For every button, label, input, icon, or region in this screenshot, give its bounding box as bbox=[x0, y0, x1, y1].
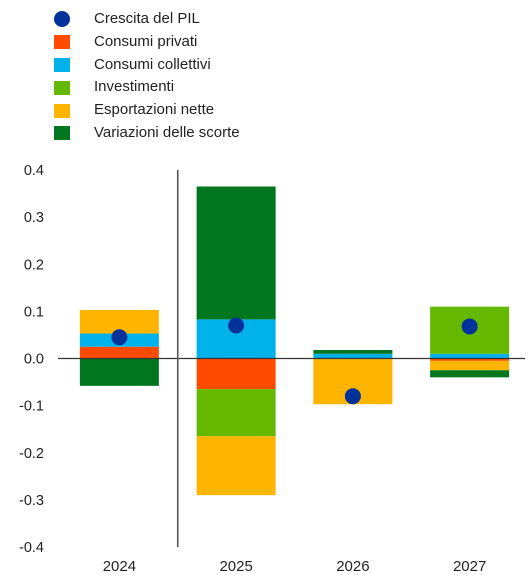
bar-esportazioni-nette-2024 bbox=[79, 309, 159, 334]
bar-consumi-collettivi-2027 bbox=[430, 353, 510, 359]
y-tick-label: -0.2 bbox=[19, 446, 44, 462]
legend-swatch-net-exports bbox=[54, 103, 70, 118]
legend-item-gdp: Crescita del PIL bbox=[54, 8, 240, 31]
bar-variazioni-delle-scorte-2024 bbox=[79, 358, 159, 386]
bar-consumi-privati-2027 bbox=[430, 358, 510, 361]
legend-label-investment: Investimenti bbox=[94, 78, 175, 96]
x-tick-label: 2024 bbox=[103, 558, 136, 575]
y-tick-label: 0.1 bbox=[24, 304, 44, 320]
bar-variazioni-delle-scorte-2027 bbox=[430, 370, 510, 378]
legend: Crescita del PIL Consumi privati Consumi… bbox=[54, 8, 240, 145]
legend-label-government-consumption: Consumi collettivi bbox=[94, 55, 211, 73]
y-tick-label: -0.1 bbox=[19, 399, 44, 415]
legend-item-private-consumption: Consumi privati bbox=[54, 31, 240, 54]
y-tick-label: 0.0 bbox=[24, 352, 44, 368]
gdp-point-2026 bbox=[344, 388, 361, 405]
bar-variazioni-delle-scorte-2025 bbox=[196, 186, 276, 320]
legend-marker-gdp bbox=[54, 11, 70, 28]
bar-variazioni-delle-scorte-2026 bbox=[313, 350, 393, 354]
legend-swatch-government-consumption bbox=[54, 57, 70, 72]
legend-swatch-investment bbox=[54, 80, 70, 95]
bar-consumi-privati-2025 bbox=[196, 358, 276, 390]
bar-consumi-collettivi-2026 bbox=[313, 353, 393, 359]
legend-item-investment: Investimenti bbox=[54, 76, 240, 99]
legend-swatch-inventory-changes bbox=[54, 126, 70, 141]
legend-item-government-consumption: Consumi collettivi bbox=[54, 54, 240, 77]
legend-label-gdp: Crescita del PIL bbox=[94, 10, 200, 27]
y-tick-label: 0.4 bbox=[24, 163, 44, 179]
legend-swatch-private-consumption bbox=[54, 35, 70, 50]
x-tick-label: 2027 bbox=[453, 558, 486, 575]
x-tick-label: 2026 bbox=[336, 558, 369, 575]
y-tick-label: 0.3 bbox=[24, 210, 44, 226]
bar-consumi-privati-2024 bbox=[79, 346, 159, 359]
y-tick-label: -0.4 bbox=[19, 540, 44, 556]
bar-esportazioni-nette-2027 bbox=[430, 360, 510, 371]
y-tick-label: 0.2 bbox=[24, 257, 44, 273]
legend-label-private-consumption: Consumi privati bbox=[94, 32, 198, 50]
gdp-point-2024 bbox=[111, 329, 128, 346]
legend-label-net-exports: Esportazioni nette bbox=[94, 101, 215, 119]
x-tick-label: 2025 bbox=[219, 558, 252, 575]
bar-esportazioni-nette-2025 bbox=[196, 436, 276, 496]
gdp-point-2027 bbox=[461, 318, 478, 335]
legend-label-inventory-changes: Variazioni delle scorte bbox=[94, 123, 240, 141]
bar-investimenti-2025 bbox=[196, 389, 276, 437]
y-tick-label: -0.3 bbox=[19, 493, 44, 509]
gdp-point-2025 bbox=[228, 317, 245, 334]
legend-item-net-exports: Esportazioni nette bbox=[54, 99, 240, 122]
legend-item-inventory-changes: Variazioni delle scorte bbox=[54, 122, 240, 145]
